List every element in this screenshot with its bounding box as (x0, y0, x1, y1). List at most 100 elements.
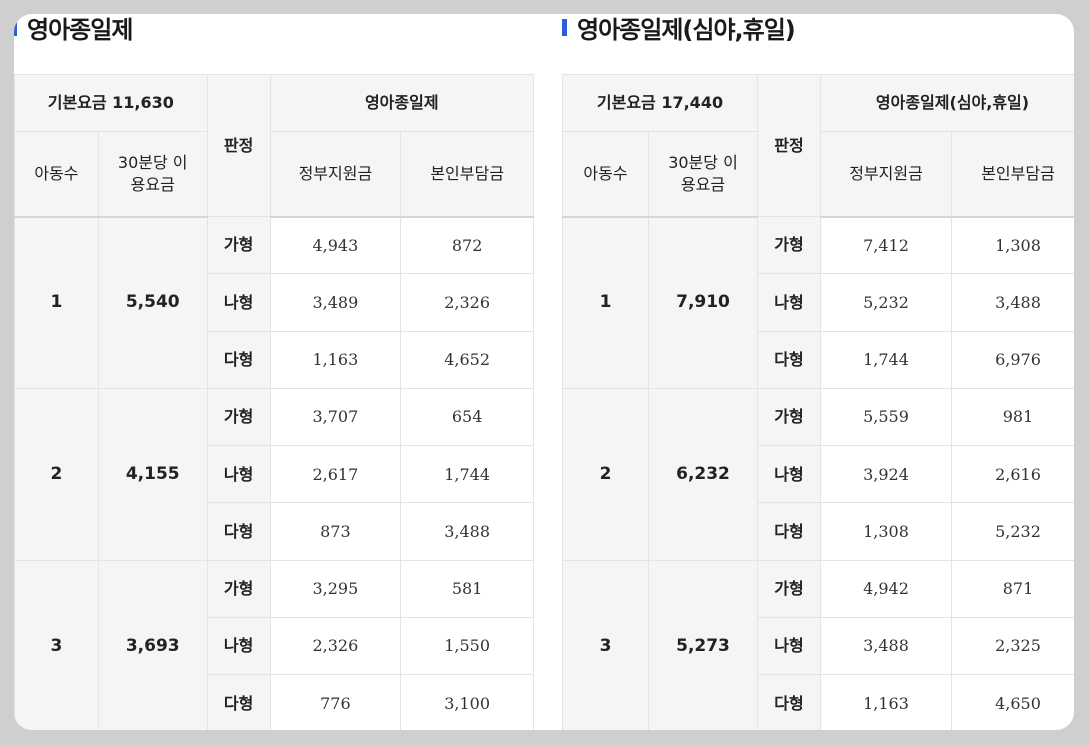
gov-support-header: 정부지원금 (269, 131, 402, 218)
self-value: 4,652 (400, 330, 534, 389)
table-row: 다형 873 3,488 (15, 502, 534, 561)
table-row: 3 5,273 가형 4,942 871 (562, 559, 1074, 730)
heading-bar-icon (562, 18, 567, 36)
type-label: 가형 (757, 387, 821, 447)
fee-30min-header: 30분당 이용요금 (97, 131, 208, 218)
self-value: 3,100 (400, 674, 534, 730)
gov-value: 3,924 (820, 445, 952, 504)
self-value: 2,325 (951, 617, 1074, 676)
gov-value: 776 (269, 674, 402, 730)
gov-value: 1,744 (820, 330, 952, 389)
gov-value: 3,489 (269, 273, 402, 332)
self-value: 1,744 (400, 445, 534, 504)
table-row: 다형 1,163 4,650 (563, 674, 1074, 730)
table-row: 나형 3,489 2,326 (15, 273, 534, 332)
type-label: 나형 (206, 273, 271, 332)
fee-value: 5,273 (648, 559, 758, 730)
type-label: 다형 (206, 674, 271, 730)
type-label: 나형 (757, 617, 821, 676)
gov-value: 4,942 (820, 559, 952, 619)
fee-value: 7,910 (648, 216, 758, 389)
section-title: 영아종일제(심야,휴일) (577, 15, 796, 44)
fee-value: 4,155 (97, 387, 208, 561)
content-card: 영아종일제 기본요금 11,630 판정 영아종일제 아동수 30분당 이용요금… (14, 14, 1074, 730)
table-row: 1 5,540 가형 4,943 872 (14, 215, 534, 389)
gov-value: 2,617 (269, 445, 402, 504)
self-value: 2,326 (400, 273, 534, 332)
self-value: 5,232 (951, 502, 1074, 561)
children-count: 2 (14, 387, 99, 561)
self-value: 4,650 (951, 674, 1074, 730)
table-row: 나형 2,617 1,744 (15, 445, 534, 504)
judgement-header: 판정 (757, 74, 821, 217)
type-label: 나형 (757, 445, 821, 504)
type-label: 다형 (757, 330, 821, 389)
type-label: 가형 (206, 387, 271, 447)
self-value: 872 (400, 215, 534, 275)
basic-fee-header: 기본요금 11,630 (14, 74, 208, 132)
fee-30min-header: 30분당 이용요금 (648, 131, 758, 218)
type-label: 다형 (757, 674, 821, 730)
self-value: 871 (951, 559, 1074, 619)
children-count: 1 (562, 216, 649, 389)
gov-value: 2,326 (269, 617, 402, 676)
self-value: 1,308 (951, 215, 1074, 275)
table-row: 2 4,155 가형 3,707 654 (14, 387, 534, 561)
table-row: 다형 1,163 4,652 (15, 330, 534, 389)
type-label: 나형 (206, 445, 271, 504)
type-label: 다형 (757, 502, 821, 561)
gov-value: 1,308 (820, 502, 952, 561)
children-count: 2 (562, 387, 649, 561)
table-row: 2 6,232 가형 5,559 981 (562, 387, 1074, 561)
self-value: 581 (400, 559, 534, 619)
table-row: 다형 1,744 6,976 (563, 330, 1074, 389)
type-label: 다형 (206, 502, 271, 561)
table-row: 1 7,910 가형 7,412 1,308 (562, 215, 1074, 389)
children-header: 아동수 (14, 131, 99, 218)
section-title: 영아종일제 (27, 15, 133, 44)
children-count: 3 (562, 559, 649, 730)
type-label: 가형 (757, 215, 821, 275)
gov-value: 5,232 (820, 273, 952, 332)
fee-table: 기본요금 11,630 판정 영아종일제 아동수 30분당 이용요금 정부지원금… (14, 74, 534, 730)
self-value: 2,616 (951, 445, 1074, 504)
fee-value: 5,540 (97, 216, 208, 389)
fee-value: 6,232 (648, 387, 758, 561)
table-row: 3 3,693 가형 3,295 581 (14, 559, 534, 730)
self-value: 1,550 (400, 617, 534, 676)
self-pay-header: 본인부담금 (400, 131, 534, 218)
heading-bar-icon (14, 18, 17, 36)
gov-value: 3,707 (269, 387, 402, 447)
table-row: 나형 3,488 2,325 (563, 617, 1074, 676)
gov-value: 4,943 (269, 215, 402, 275)
fee-table: 기본요금 17,440 판정 영아종일제(심야,휴일) 아동수 30분당 이용요… (562, 74, 1074, 730)
type-label: 가형 (206, 215, 271, 275)
table-row: 다형 1,308 5,232 (563, 502, 1074, 561)
gov-value: 3,295 (269, 559, 402, 619)
self-value: 6,976 (951, 330, 1074, 389)
type-label: 나형 (206, 617, 271, 676)
table-row: 다형 776 3,100 (15, 674, 534, 730)
group-title-header: 영아종일제 (269, 74, 534, 132)
fee-value: 3,693 (97, 559, 208, 730)
gov-support-header: 정부지원금 (820, 131, 952, 218)
children-count: 1 (14, 216, 99, 389)
group-title-header: 영아종일제(심야,휴일) (820, 74, 1074, 132)
self-value: 3,488 (400, 502, 534, 561)
basic-fee-header: 기본요금 17,440 (562, 74, 758, 132)
gov-value: 7,412 (820, 215, 952, 275)
section-heading: 영아종일제(심야,휴일) (562, 14, 796, 44)
type-label: 나형 (757, 273, 821, 332)
type-label: 다형 (206, 330, 271, 389)
self-value: 3,488 (951, 273, 1074, 332)
table-row: 나형 3,924 2,616 (563, 445, 1074, 504)
children-count: 3 (14, 559, 99, 730)
judgement-header: 판정 (206, 74, 271, 217)
children-header: 아동수 (562, 131, 649, 218)
self-value: 654 (400, 387, 534, 447)
gov-value: 5,559 (820, 387, 952, 447)
self-value: 981 (951, 387, 1074, 447)
type-label: 가형 (757, 559, 821, 619)
gov-value: 1,163 (820, 674, 952, 730)
gov-value: 3,488 (820, 617, 952, 676)
